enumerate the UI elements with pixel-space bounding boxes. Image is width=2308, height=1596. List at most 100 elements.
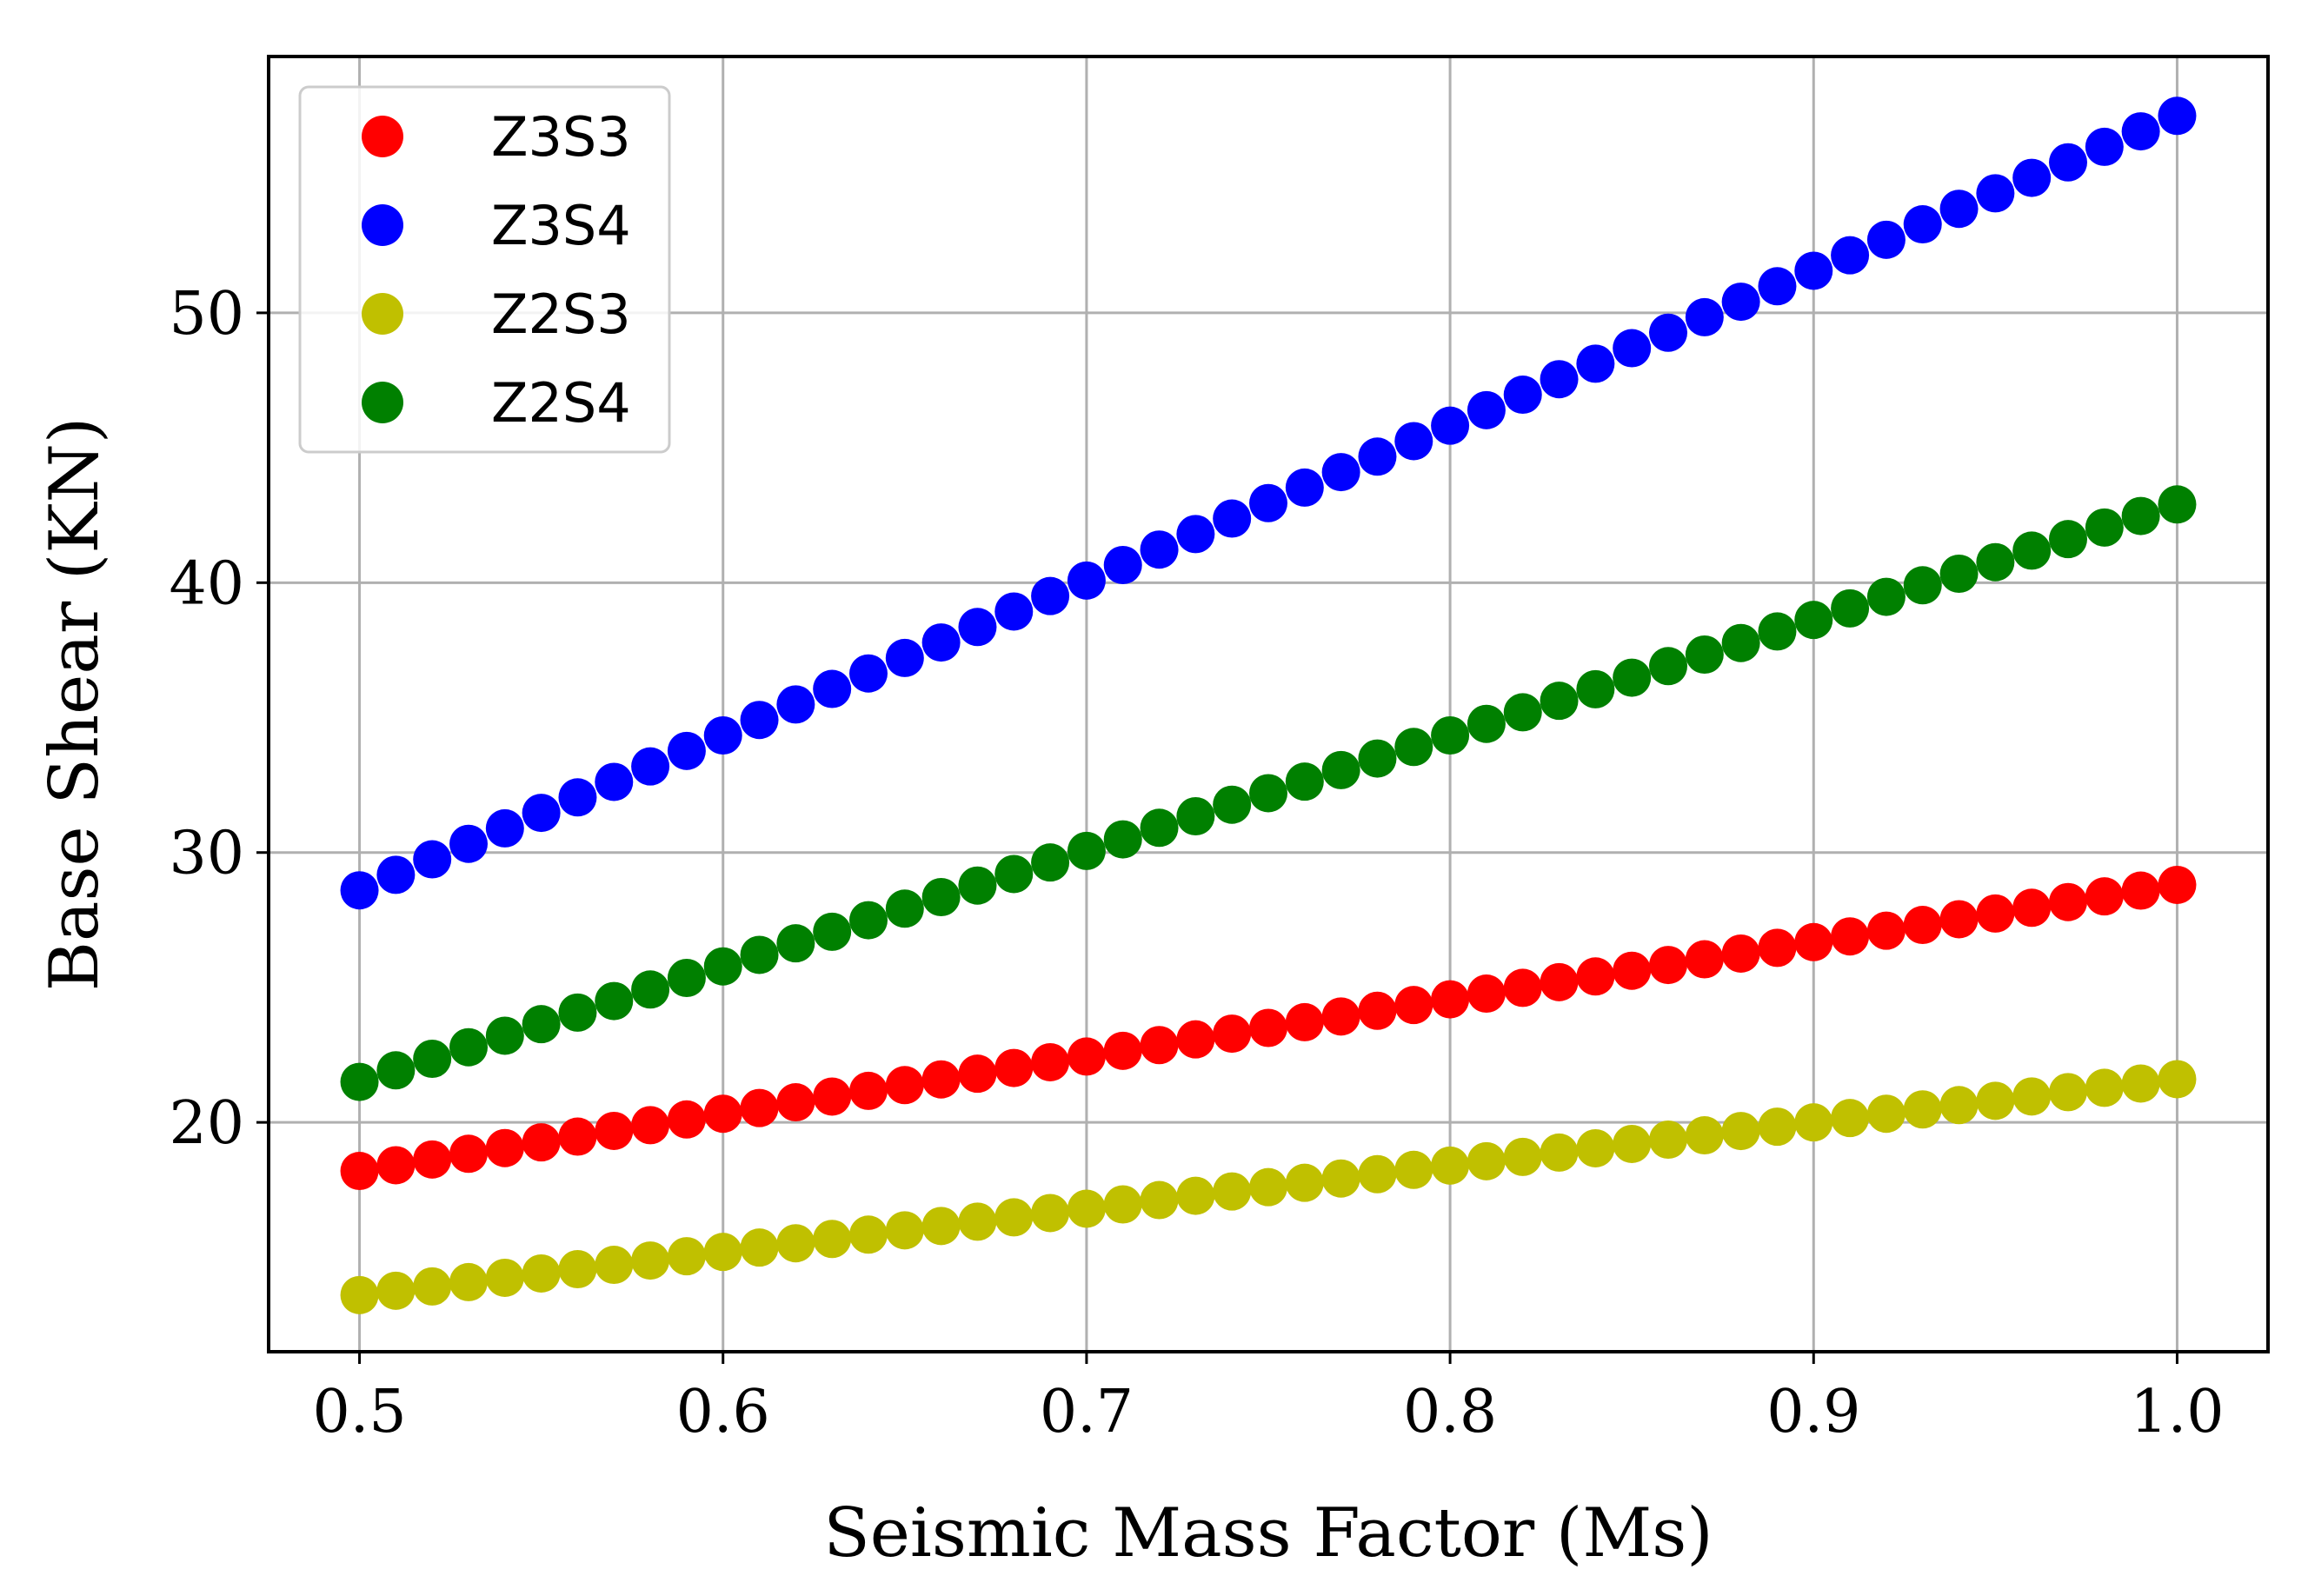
data-point — [1794, 251, 1833, 290]
data-point — [740, 701, 779, 740]
data-point — [1831, 917, 1870, 956]
data-point — [1794, 922, 1833, 961]
data-point — [1831, 589, 1870, 628]
data-point — [1866, 220, 1906, 259]
data-point — [2049, 143, 2087, 182]
data-point — [631, 1106, 670, 1145]
data-point — [1613, 1124, 1652, 1163]
data-point — [813, 669, 852, 708]
data-point — [340, 1152, 379, 1191]
data-point — [485, 808, 524, 848]
data-point — [1613, 951, 1652, 990]
data-point — [1031, 1194, 1070, 1233]
data-point — [1976, 1081, 2015, 1121]
data-point — [921, 623, 961, 662]
data-point — [885, 889, 924, 928]
data-point — [1213, 499, 1252, 538]
data-point — [1285, 468, 1324, 507]
data-point — [958, 1202, 997, 1241]
data-point — [1358, 1154, 1397, 1194]
data-point — [2049, 520, 2087, 559]
data-point — [1903, 1090, 1942, 1129]
data-point — [522, 1005, 561, 1044]
data-point — [776, 1224, 815, 1263]
data-point — [1140, 1180, 1179, 1220]
data-point — [1249, 774, 1287, 813]
data-point — [1503, 693, 1542, 732]
x-tick-label: 1.0 — [2130, 1378, 2224, 1446]
data-point — [1503, 376, 1542, 415]
data-point — [994, 855, 1034, 894]
data-point — [667, 959, 706, 998]
data-point — [2012, 158, 2052, 197]
data-point — [1939, 900, 1979, 939]
data-point — [1031, 843, 1070, 882]
data-point — [1176, 1020, 1215, 1059]
data-point — [1358, 991, 1397, 1030]
data-point — [2012, 888, 2052, 928]
data-point — [1939, 1086, 1979, 1125]
data-point — [1431, 1146, 1470, 1185]
data-point — [1031, 1042, 1070, 1081]
data-point — [2158, 485, 2197, 524]
data-point — [1213, 1014, 1252, 1054]
legend: Z3S3 Z3S4 Z2S3 Z2S4 — [298, 85, 671, 454]
data-point — [1758, 928, 1797, 968]
data-point — [1939, 555, 1979, 594]
y-tick-label: 20 — [169, 1089, 244, 1158]
data-point — [1067, 561, 1106, 600]
data-point — [2012, 1077, 2052, 1116]
data-point — [740, 1088, 779, 1127]
data-point — [558, 1117, 597, 1156]
data-point — [921, 1207, 961, 1246]
series-z3s3 — [340, 865, 2197, 1191]
data-point — [1540, 682, 1579, 721]
data-point — [595, 762, 634, 801]
data-point — [885, 638, 924, 677]
data-point — [1467, 390, 1506, 429]
data-point — [522, 1123, 561, 1162]
data-point — [413, 1267, 452, 1306]
data-point — [340, 1275, 379, 1314]
series-z2s4 — [340, 485, 2197, 1101]
data-point — [1067, 1037, 1106, 1076]
data-points — [340, 96, 2197, 1314]
data-point — [1576, 344, 1615, 383]
data-point — [1721, 1112, 1760, 1151]
data-point — [1685, 635, 1724, 675]
data-point — [776, 685, 815, 724]
data-point — [1866, 1094, 1906, 1134]
data-point — [1503, 968, 1542, 1007]
data-point — [1976, 542, 2015, 582]
data-point — [1976, 894, 2015, 933]
data-point — [958, 608, 997, 647]
data-point — [1431, 980, 1470, 1019]
data-point — [1721, 283, 1760, 322]
data-point — [1794, 1103, 1833, 1142]
data-point — [958, 1054, 997, 1094]
data-point — [1540, 360, 1579, 399]
data-point — [2085, 127, 2124, 166]
data-point — [1031, 576, 1070, 615]
legend-marker-z3s4 — [362, 204, 403, 246]
data-point — [2049, 882, 2087, 921]
data-point — [813, 912, 852, 951]
data-point — [340, 1062, 379, 1101]
data-point — [2121, 1064, 2160, 1103]
data-point — [1903, 205, 1942, 244]
data-point — [1576, 669, 1615, 708]
data-point — [1249, 483, 1287, 522]
data-point — [703, 1094, 742, 1134]
data-point — [1321, 453, 1360, 492]
data-point — [1249, 1167, 1287, 1207]
data-point — [849, 1071, 888, 1110]
legend-marker-z3s3 — [362, 116, 403, 157]
data-point — [1103, 546, 1142, 585]
data-point — [849, 654, 888, 693]
data-point — [1685, 297, 1724, 336]
data-point — [921, 878, 961, 917]
data-point — [1067, 1189, 1106, 1228]
x-tick-label: 0.9 — [1766, 1378, 1860, 1446]
legend-label-z3s4: Z3S4 — [491, 194, 631, 257]
data-point — [1540, 962, 1579, 1001]
